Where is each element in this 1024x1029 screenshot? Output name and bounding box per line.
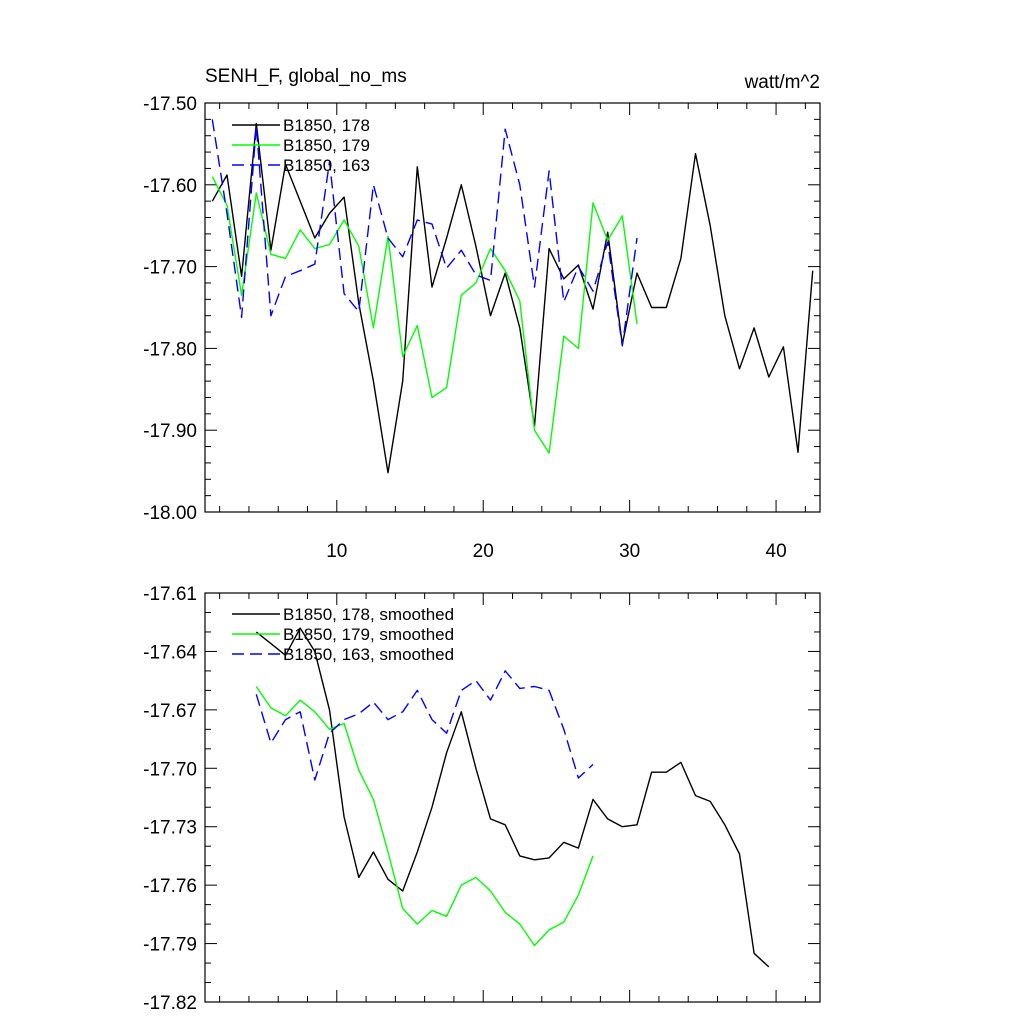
series-line: [255, 627, 770, 968]
axis-ticks: -17.61 -17.64 -17.67 -17.70 -17.73 -17.76 -17.…: [143, 584, 820, 1014]
units-label: watt/m^2: [744, 72, 820, 93]
legend-label: B1850, 179: [283, 136, 370, 155]
y-tick-label: -17.61: [143, 584, 197, 605]
y-tick-label: -18.00: [143, 503, 197, 524]
y-tick-label: -17.70: [143, 759, 197, 780]
y-tick-label: -17.50: [143, 94, 197, 115]
x-tick-label: 10: [326, 541, 347, 562]
y-tick-label: -17.90: [143, 421, 197, 442]
legend-label: B1850, 163, smoothed: [283, 645, 454, 664]
y-tick-label: -17.73: [143, 818, 197, 839]
x-tick-label: 20: [473, 541, 494, 562]
y-tick-label: -17.80: [143, 339, 197, 360]
legend-label: B1850, 178: [283, 116, 370, 135]
y-tick-label: -17.79: [143, 935, 197, 956]
top-panel: SENH_F, global_no_ms watt/m^2 10 20 30 40 -1…: [143, 66, 821, 562]
legend-label: B1850, 163: [283, 156, 370, 175]
y-tick-label: -17.70: [143, 258, 197, 279]
series-line: [211, 176, 638, 454]
series-line: [211, 119, 638, 347]
series-lines: [211, 119, 814, 474]
axis-ticks: 10 20 30 40 -17.50 -17.60 -17.70 -17.80 -17.90 -1…: [143, 94, 820, 562]
x-tick-label: 40: [766, 541, 787, 562]
y-tick-label: -17.67: [143, 701, 197, 722]
series-line: [255, 686, 594, 947]
x-tick-label: 30: [619, 541, 640, 562]
y-tick-label: -17.76: [143, 876, 197, 897]
chart-title: SENH_F, global_no_ms: [205, 66, 407, 87]
series-line: [255, 670, 594, 781]
series-line: [211, 122, 814, 474]
legend-label: B1850, 179, smoothed: [283, 625, 454, 644]
y-tick-label: -17.64: [143, 642, 197, 663]
legend-label: B1850, 178, smoothed: [283, 605, 454, 624]
y-tick-label: -17.60: [143, 176, 197, 197]
bottom-panel: -17.61 -17.64 -17.67 -17.70 -17.73 -17.76 -17.…: [143, 584, 821, 1014]
series-lines: [255, 627, 770, 968]
y-tick-label: -17.82: [143, 993, 197, 1014]
